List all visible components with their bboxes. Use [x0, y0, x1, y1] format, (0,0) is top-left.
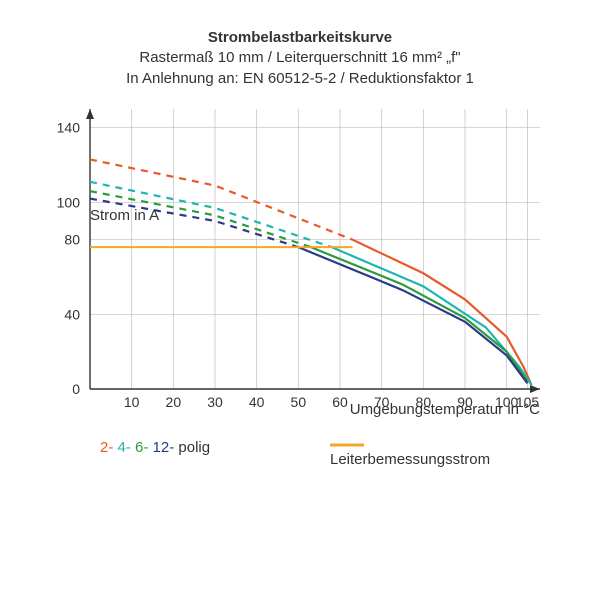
chart-area: Strom in A 10203040506070809010010504080…	[0, 89, 600, 429]
series-2-polig	[353, 239, 532, 385]
title-line2: Rastermaß 10 mm / Leiterquerschnitt 16 m…	[0, 48, 600, 68]
y-tick-label: 0	[72, 381, 80, 397]
y-tick-label: 140	[57, 119, 81, 135]
title-line3: In Anlehnung an: EN 60512-5-2 / Reduktio…	[0, 69, 600, 89]
x-tick-label: 40	[249, 394, 265, 410]
legend-rated-label: Leiterbemessungsstrom	[330, 451, 490, 468]
legend-pole-item: 4-	[118, 439, 131, 456]
legend-poles: 2- 4- 6- 12- polig	[100, 439, 210, 456]
x-tick-label: 30	[207, 394, 223, 410]
y-tick-label: 100	[57, 194, 81, 210]
legend-pole-suffix: polig	[174, 439, 210, 456]
x-tick-label: 20	[166, 394, 182, 410]
x-tick-label: 60	[332, 394, 348, 410]
legend-pole-item: 6-	[135, 439, 148, 456]
chart-title: Strombelastbarkeitskurve Rastermaß 10 mm…	[0, 0, 600, 89]
legend-pole-item: 2-	[100, 439, 113, 456]
y-tick-label: 40	[64, 306, 80, 322]
x-tick-label: 10	[124, 394, 140, 410]
legend-rated: Leiterbemessungsstrom	[330, 439, 490, 468]
x-axis-label: Umgebungstemperatur in °C	[350, 401, 540, 418]
y-tick-label: 80	[64, 231, 80, 247]
legend-rated-line-icon	[330, 439, 364, 451]
title-line1: Strombelastbarkeitskurve	[0, 28, 600, 48]
legend-pole-item: 12-	[153, 439, 175, 456]
x-tick-label: 50	[291, 394, 307, 410]
chart-svg: 10203040506070809010010504080100140	[0, 89, 600, 429]
y-axis-label: Strom in A	[90, 207, 159, 224]
